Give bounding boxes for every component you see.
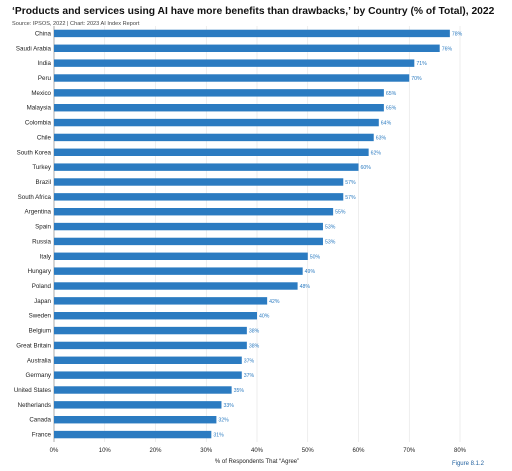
bar (54, 430, 212, 439)
bar (54, 133, 374, 142)
value-label: 40% (259, 314, 270, 320)
category-label: Malaysia (27, 105, 52, 112)
value-label: 37% (244, 358, 255, 364)
value-label: 32% (218, 418, 229, 424)
value-label: 38% (249, 329, 260, 335)
category-label: Saudi Arabia (16, 45, 52, 52)
bar (54, 282, 298, 290)
category-label: Turkey (32, 164, 52, 171)
category-label: India (38, 60, 52, 67)
value-label: 71% (416, 61, 427, 67)
value-label: 62% (371, 150, 382, 156)
x-tick-label: 60% (352, 448, 365, 454)
value-label: 53% (325, 225, 336, 231)
bar (54, 29, 450, 38)
x-tick-label: 0% (50, 448, 59, 454)
value-label: 55% (335, 210, 346, 216)
figure-label: Figure 8.1.2 (451, 461, 484, 467)
chart-source: Source: IPSOS, 2022 | Chart: 2023 AI Ind… (12, 21, 140, 27)
category-label: France (32, 432, 52, 439)
category-label: Germany (26, 372, 52, 379)
category-label: South Korea (17, 149, 52, 156)
bar (54, 208, 334, 216)
bar (54, 237, 323, 246)
value-label: 65% (386, 106, 397, 112)
bar (54, 59, 415, 67)
value-label: 38% (249, 343, 260, 349)
bar (54, 104, 384, 112)
bar (54, 118, 379, 127)
bar (54, 148, 369, 156)
bar (54, 312, 257, 320)
category-label: Mexico (31, 90, 51, 97)
category-label: Argentina (25, 209, 52, 216)
x-tick-label: 10% (99, 448, 112, 454)
value-label: 76% (442, 46, 453, 52)
value-label: 78% (452, 31, 463, 37)
category-label: Brazil (36, 179, 51, 186)
category-label: Russia (32, 238, 51, 245)
bar (54, 178, 344, 186)
value-label: 31% (213, 433, 224, 439)
bar (54, 401, 222, 409)
value-label: 49% (305, 269, 316, 275)
value-label: 64% (381, 121, 392, 127)
category-label: Australia (27, 357, 52, 364)
category-label: Hungary (28, 268, 52, 275)
value-label: 33% (223, 403, 234, 409)
category-label: Poland (32, 283, 52, 290)
category-label: Great Britain (16, 342, 51, 349)
category-label: Peru (38, 75, 52, 82)
bar (54, 341, 247, 350)
bar (54, 386, 232, 394)
category-label: Japan (34, 298, 51, 305)
value-label: 65% (386, 91, 397, 97)
value-label: 63% (376, 135, 387, 141)
category-label: Sweden (29, 313, 52, 320)
bar (54, 371, 242, 379)
x-axis-label: % of Respondents That “Agree” (215, 459, 299, 465)
bar (54, 252, 308, 260)
bar (54, 267, 303, 275)
bar (54, 44, 440, 52)
bar (54, 89, 384, 97)
category-label: Spain (35, 224, 51, 231)
x-tick-label: 70% (403, 448, 416, 454)
x-tick-label: 30% (200, 448, 213, 454)
value-label: 42% (269, 299, 280, 305)
value-label: 57% (345, 180, 356, 186)
category-label: Chile (37, 134, 52, 141)
value-label: 53% (325, 239, 336, 245)
value-label: 70% (411, 76, 422, 82)
category-label: Netherlands (18, 402, 51, 409)
value-label: 50% (310, 254, 321, 260)
category-label: China (35, 30, 52, 37)
category-label: Italy (40, 253, 52, 260)
bar (54, 193, 344, 201)
category-label: Colombia (25, 120, 52, 127)
chart-title: ‘Products and services using AI have mor… (12, 6, 495, 17)
bar (54, 356, 242, 364)
x-tick-label: 50% (302, 448, 315, 454)
x-tick-label: 80% (454, 448, 467, 454)
bar (54, 74, 410, 82)
bar (54, 163, 359, 171)
x-tick-label: 40% (251, 448, 264, 454)
value-label: 60% (361, 165, 372, 171)
value-label: 37% (244, 373, 255, 379)
x-tick-label: 20% (149, 448, 162, 454)
value-label: 35% (234, 388, 245, 394)
category-label: United States (14, 387, 51, 394)
category-label: South Africa (18, 194, 52, 201)
bar (54, 326, 247, 335)
bar (54, 416, 217, 424)
bar (54, 222, 323, 231)
value-label: 57% (345, 195, 356, 201)
bar (54, 297, 268, 305)
category-label: Canada (29, 417, 51, 424)
value-label: 48% (300, 284, 311, 290)
category-label: Belgium (29, 328, 51, 335)
